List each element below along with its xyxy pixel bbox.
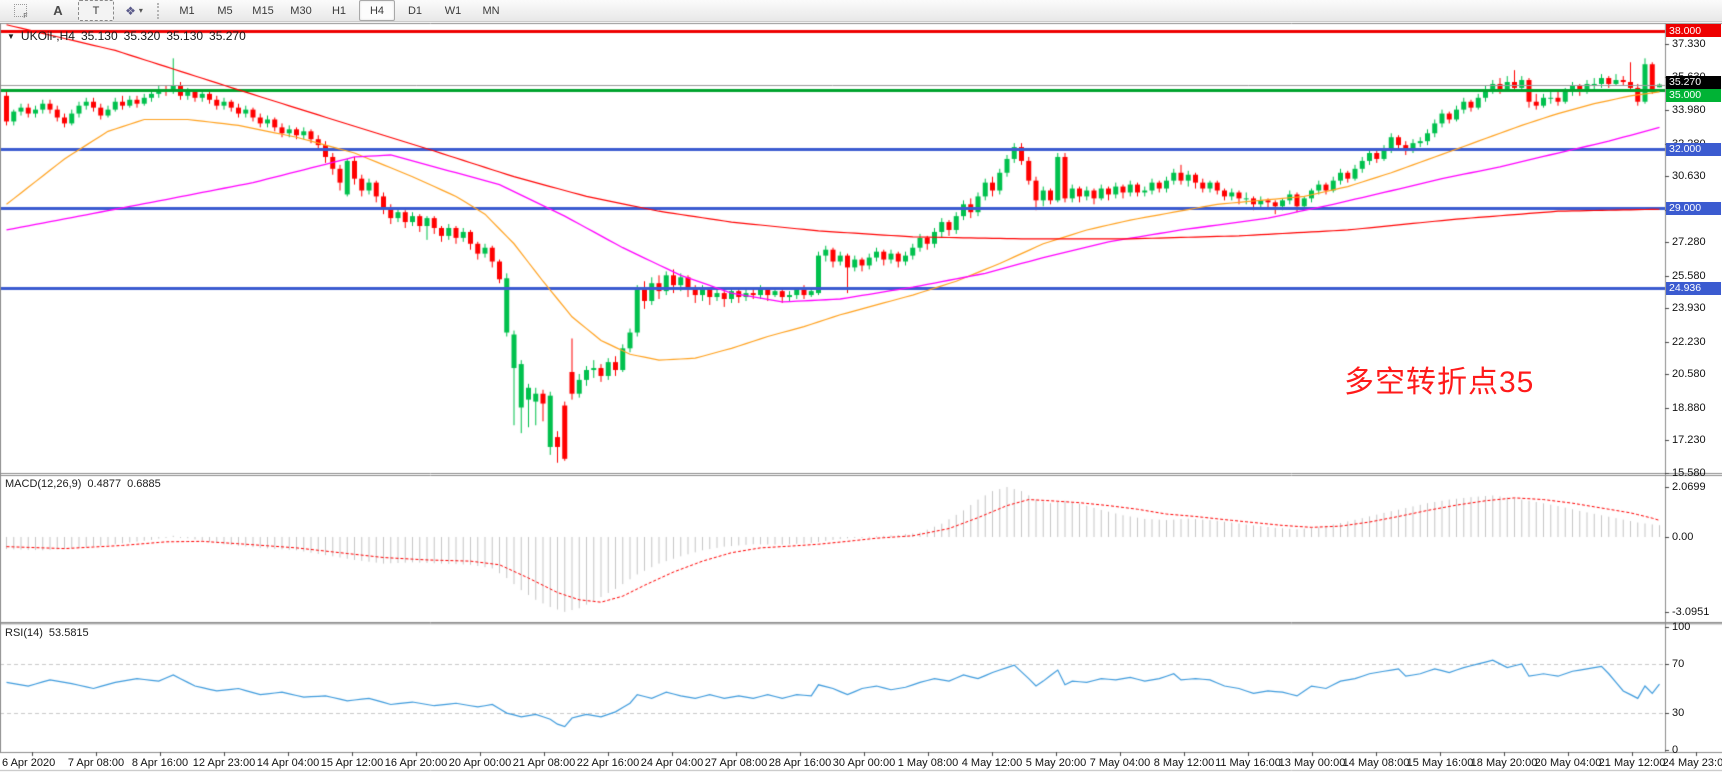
time-tick-label: 15 Apr 12:00 xyxy=(320,757,384,769)
time-tick-label: 21 May 12:00 xyxy=(1598,757,1666,769)
price-tick-label: 22.230 xyxy=(1672,335,1706,348)
ohlc-high: 35.320 xyxy=(123,29,161,43)
price-tick-label: 33.980 xyxy=(1672,104,1706,116)
rsi-name: RSI(14) xyxy=(5,627,43,639)
price-tick-label: 18.880 xyxy=(1672,401,1706,414)
price-tick-label: 23.930 xyxy=(1672,302,1706,315)
chart-annotation-text[interactable]: 多空转折点35 xyxy=(1344,366,1535,399)
time-tick-label: 14 Apr 04:00 xyxy=(256,757,320,769)
time-tick-label: 7 Apr 08:00 xyxy=(67,757,125,769)
price-tick-label: 17.230 xyxy=(1672,434,1706,447)
collapse-triangle-icon: ▼ xyxy=(7,31,15,41)
price-tick-label: 15.580 xyxy=(1672,467,1706,479)
price-tick-label: 20.580 xyxy=(1672,368,1706,381)
price-tick-label: 25.580 xyxy=(1672,269,1706,282)
ohlc-low: 35.130 xyxy=(166,29,204,43)
time-tick-label: 15 May 16:00 xyxy=(1406,757,1474,769)
timeframe-button-MN[interactable]: MN xyxy=(482,4,500,17)
symbol-name: UKOil-,H4 xyxy=(20,29,75,43)
price-line-tag[interactable]: 38.000 xyxy=(1666,24,1721,38)
timeframe-button-M15[interactable]: M15 xyxy=(252,4,274,17)
time-tick-label: 30 Apr 00:00 xyxy=(832,757,896,769)
time-tick-label: 27 Apr 08:00 xyxy=(704,757,768,769)
arrows-icon: ❖ xyxy=(125,3,136,18)
macd-name: MACD(12,26,9) xyxy=(5,478,82,490)
timeframe-button-M1[interactable]: M1 xyxy=(179,4,195,17)
time-tick-label: 21 Apr 08:00 xyxy=(512,757,576,769)
text-t-icon: T xyxy=(92,4,100,17)
chevron-down-icon: ▾ xyxy=(138,6,143,15)
macd-tick-label: 2.0699 xyxy=(1672,481,1706,493)
rsi-value: 53.5815 xyxy=(48,627,89,639)
macd-tick-label: -3.0951 xyxy=(1672,605,1710,618)
rsi-tick-label: 30 xyxy=(1672,707,1685,720)
price-line-tag[interactable]: 32.000 xyxy=(1666,142,1721,156)
time-tick-label: 8 Apr 16:00 xyxy=(131,757,189,769)
timeframe-button-H4[interactable]: H4 xyxy=(359,0,395,21)
time-tick-label: 20 May 04:00 xyxy=(1534,757,1602,769)
price-line-tag[interactable]: 35.270 xyxy=(1666,75,1721,89)
grid-icon: F xyxy=(13,4,28,20)
time-tick-label: 18 May 20:00 xyxy=(1470,757,1538,769)
time-tick-label: 5 May 20:00 xyxy=(1025,757,1087,769)
rsi-tick-label: 100 xyxy=(1672,621,1691,633)
price-tick-label: 30.630 xyxy=(1672,170,1706,183)
price-tick-label: 37.330 xyxy=(1672,37,1706,50)
macd-main-value: 0.4877 xyxy=(87,478,122,490)
toolbar-grip xyxy=(157,2,164,19)
time-tick-label: 12 Apr 23:00 xyxy=(192,757,256,769)
rsi-tick-label: 70 xyxy=(1672,657,1685,670)
time-tick-label: 6 Apr 2020 xyxy=(2,757,56,769)
time-tick-label: 24 Apr 04:00 xyxy=(640,757,704,769)
timeframe-button-M30[interactable]: M30 xyxy=(290,4,312,17)
text-label-tool-button[interactable]: T xyxy=(78,0,114,21)
time-tick-label: 16 Apr 20:00 xyxy=(384,757,448,769)
time-tick-label: 11 May 16:00 xyxy=(1215,757,1281,769)
time-tick-label: 22 Apr 16:00 xyxy=(576,757,640,769)
time-tick-label: 28 Apr 16:00 xyxy=(768,757,832,769)
text-a-icon: A xyxy=(53,3,63,18)
macd-signal-value: 0.6885 xyxy=(127,478,161,490)
price-line-tag[interactable]: 29.000 xyxy=(1666,201,1721,215)
timeframe-button-M5[interactable]: M5 xyxy=(217,4,233,17)
timeframe-button-H1[interactable]: H1 xyxy=(331,4,347,17)
price-tick-label: 27.280 xyxy=(1672,236,1706,249)
time-tick-label: 20 Apr 00:00 xyxy=(448,757,512,769)
time-tick-label: 24 May 23:00 xyxy=(1662,757,1722,769)
ohlc-close: 35.270 xyxy=(209,29,246,43)
time-tick-label: 7 May 04:00 xyxy=(1089,757,1151,769)
arrows-tool-button[interactable]: ❖ ▾ xyxy=(116,0,152,21)
timeframe-button-D1[interactable]: D1 xyxy=(407,4,423,17)
time-tick-label: 13 May 00:00 xyxy=(1278,757,1346,769)
time-tick-label: 14 May 08:00 xyxy=(1342,757,1410,769)
grid-f-tool-button[interactable]: F xyxy=(2,0,38,21)
toolbar: F A T ❖ ▾ M1 M5 M15 M30 H1 H4 D1 W1 MN xyxy=(0,0,1722,22)
price-line-tag[interactable]: 35.000 xyxy=(1666,88,1721,102)
timeframe-button-W1[interactable]: W1 xyxy=(444,4,462,17)
timeframe-bar: M1 M5 M15 M30 H1 H4 D1 W1 MN xyxy=(169,0,509,21)
rsi-indicator-label: RSI(14) 53.5815 xyxy=(5,627,89,639)
symbol-info-line[interactable]: ▼ UKOil-,H4 35.130 35.320 35.130 35.270 xyxy=(7,29,246,43)
macd-tick-label: 0.00 xyxy=(1672,531,1694,543)
price-line-tag[interactable]: 24.936 xyxy=(1666,281,1721,295)
time-tick-label: 1 May 08:00 xyxy=(897,757,959,769)
rsi-tick-label: 0 xyxy=(1672,744,1679,756)
macd-indicator-label: MACD(12,26,9) 0.4877 0.6885 xyxy=(5,478,161,490)
time-tick-label: 8 May 12:00 xyxy=(1153,757,1215,769)
time-tick-label: 4 May 12:00 xyxy=(961,757,1023,769)
text-tool-button[interactable]: A xyxy=(40,0,76,21)
ohlc-open: 35.130 xyxy=(80,29,118,43)
